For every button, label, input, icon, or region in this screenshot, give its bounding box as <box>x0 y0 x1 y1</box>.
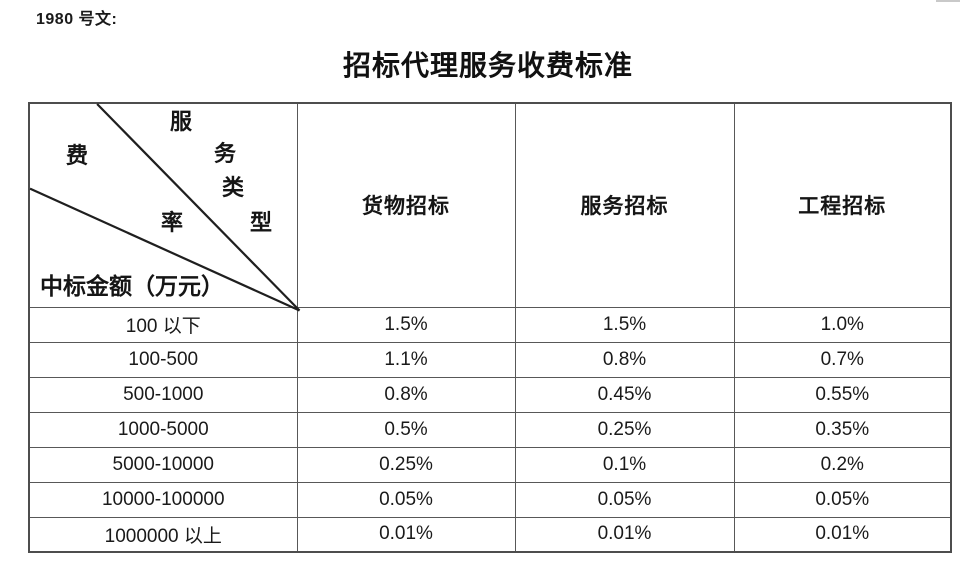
table-row: 1000000 以上 0.01% 0.01% 0.01% <box>28 516 952 553</box>
corner-char-service-1: 服 <box>170 109 193 134</box>
rate-cell: 0.25% <box>514 411 735 448</box>
rate-cell: 0.01% <box>296 516 516 553</box>
corner-char-service-3: 类 <box>222 175 245 200</box>
fee-table-body: 100 以下 1.5% 1.5% 1.0% 100-500 1.1% 0.8% 0.7% 500… <box>28 306 952 553</box>
column-header-engineering: 工程招标 <box>733 102 952 308</box>
corner-char-service-4: 型 <box>250 210 273 235</box>
rate-cell: 0.45% <box>514 376 735 413</box>
rate-cell: 0.05% <box>733 481 952 518</box>
table-row: 500-1000 0.8% 0.45% 0.55% <box>28 376 952 413</box>
doc-ref-label: 1980 号文: <box>36 11 118 28</box>
rate-cell: 1.1% <box>296 341 516 378</box>
amount-range-cell: 10000-100000 <box>28 481 298 518</box>
doc-title: 招标代理服务收费标准 <box>342 51 633 82</box>
diagonal-line-lower <box>29 187 300 312</box>
rate-cell: 0.8% <box>514 341 735 378</box>
rate-cell: 0.55% <box>733 376 952 413</box>
diagonal-line-upper <box>96 103 301 312</box>
rate-cell: 0.05% <box>296 481 516 518</box>
rate-cell: 0.01% <box>733 516 952 553</box>
screen-artifact-top-right <box>936 0 960 2</box>
corner-char-rate-2: 率 <box>161 210 184 235</box>
diagonal-lines <box>29 103 301 312</box>
amount-axis-label: 中标金额（万元） <box>40 274 224 299</box>
rate-cell: 0.8% <box>296 376 516 413</box>
rate-cell: 0.25% <box>296 446 516 483</box>
fee-table: 服 务 类 型 费 率 中标金额（万元） 货物招标 服务招标 工程招标 100 … <box>28 102 952 553</box>
rate-cell: 1.0% <box>733 306 952 343</box>
rate-cell: 0.5% <box>296 411 516 448</box>
rate-cell: 1.5% <box>514 306 735 343</box>
table-row: 100 以下 1.5% 1.5% 1.0% <box>28 306 952 343</box>
column-header-goods: 货物招标 <box>296 102 516 308</box>
amount-range-cell: 500-1000 <box>28 376 298 413</box>
amount-range-cell: 100-500 <box>28 341 298 378</box>
diagonal-header-cell: 服 务 类 型 费 率 中标金额（万元） <box>28 102 301 312</box>
rate-cell: 0.35% <box>733 411 952 448</box>
amount-range-cell: 5000-10000 <box>28 446 298 483</box>
rate-cell: 0.01% <box>514 516 735 553</box>
rate-cell: 0.7% <box>733 341 952 378</box>
table-row: 100-500 1.1% 0.8% 0.7% <box>28 341 952 378</box>
header-row: 服 务 类 型 费 率 中标金额（万元） 货物招标 服务招标 工程招标 <box>28 102 952 312</box>
rate-cell: 0.2% <box>733 446 952 483</box>
amount-range-cell: 100 以下 <box>28 306 298 343</box>
table-row: 10000-100000 0.05% 0.05% 0.05% <box>28 481 952 518</box>
amount-range-cell: 1000000 以上 <box>28 516 298 553</box>
rate-cell: 1.5% <box>296 306 516 343</box>
table-row: 1000-5000 0.5% 0.25% 0.35% <box>28 411 952 448</box>
rate-cell: 0.1% <box>514 446 735 483</box>
corner-char-rate-1: 费 <box>66 143 89 168</box>
rate-cell: 0.05% <box>514 481 735 518</box>
amount-range-cell: 1000-5000 <box>28 411 298 448</box>
column-header-services: 服务招标 <box>514 102 735 308</box>
table-row: 5000-10000 0.25% 0.1% 0.2% <box>28 446 952 483</box>
corner-char-service-2: 务 <box>214 141 237 166</box>
